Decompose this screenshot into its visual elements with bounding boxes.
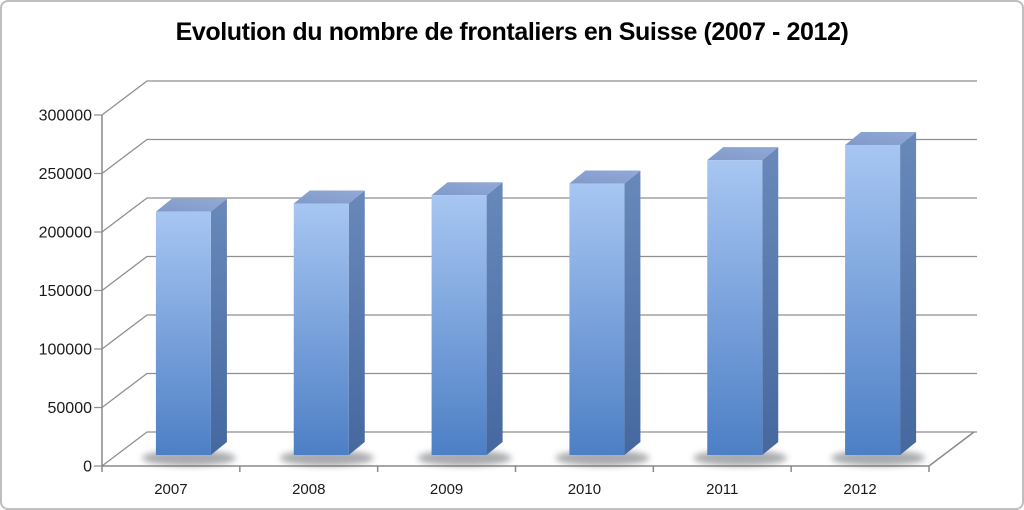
bar-top-face bbox=[155, 198, 227, 212]
x-axis-label: 2009 bbox=[430, 481, 463, 498]
y-axis-label: 50000 bbox=[48, 400, 93, 417]
bar-2008 bbox=[293, 190, 365, 455]
y-axis-label: 200000 bbox=[39, 225, 92, 242]
gridline-250000 bbox=[94, 138, 977, 175]
y-axis-label: 0 bbox=[83, 459, 92, 476]
gridline-150000 bbox=[94, 255, 977, 292]
bar-top-face bbox=[845, 131, 917, 145]
bar-side-face bbox=[486, 182, 503, 455]
bar-2007 bbox=[155, 198, 227, 455]
bar-top-face bbox=[293, 190, 365, 204]
y-axis-label: 300000 bbox=[39, 108, 92, 125]
bar-front-face bbox=[707, 160, 763, 455]
gridline-0 bbox=[94, 431, 977, 467]
y-axis-label: 100000 bbox=[39, 342, 92, 359]
gridline-50000 bbox=[94, 372, 977, 409]
bar-2009 bbox=[431, 182, 503, 455]
bar-side-face bbox=[348, 190, 365, 455]
bar-side-face bbox=[210, 198, 227, 455]
bar-side-face bbox=[900, 131, 917, 455]
bar-top-face bbox=[569, 170, 641, 184]
bar-2012 bbox=[845, 131, 917, 455]
x-axis-label: 2008 bbox=[292, 481, 325, 498]
bar-2010 bbox=[569, 170, 641, 455]
bar-2011 bbox=[707, 147, 779, 455]
x-axis-label: 2012 bbox=[843, 481, 876, 498]
bar-front-face bbox=[431, 195, 487, 455]
y-axis-label: 150000 bbox=[39, 283, 92, 300]
x-axis-label: 2011 bbox=[706, 481, 738, 498]
bar-front-face bbox=[569, 183, 625, 455]
gridline-100000 bbox=[94, 314, 977, 350]
gridline-200000 bbox=[94, 197, 977, 233]
bar-front-face bbox=[845, 144, 901, 455]
x-axis-label: 2007 bbox=[154, 481, 187, 498]
chart-title: Evolution du nombre de frontaliers en Su… bbox=[175, 18, 849, 46]
bar-front-face bbox=[293, 203, 349, 455]
bar-front-face bbox=[155, 211, 211, 455]
bar-top-face bbox=[431, 182, 503, 196]
bar-side-face bbox=[762, 147, 779, 455]
y-axis-label: 250000 bbox=[39, 166, 92, 183]
x-axis-label: 2010 bbox=[568, 481, 601, 498]
bar-side-face bbox=[624, 170, 641, 455]
bar-top-face bbox=[707, 147, 779, 161]
gridline-300000 bbox=[94, 80, 977, 116]
